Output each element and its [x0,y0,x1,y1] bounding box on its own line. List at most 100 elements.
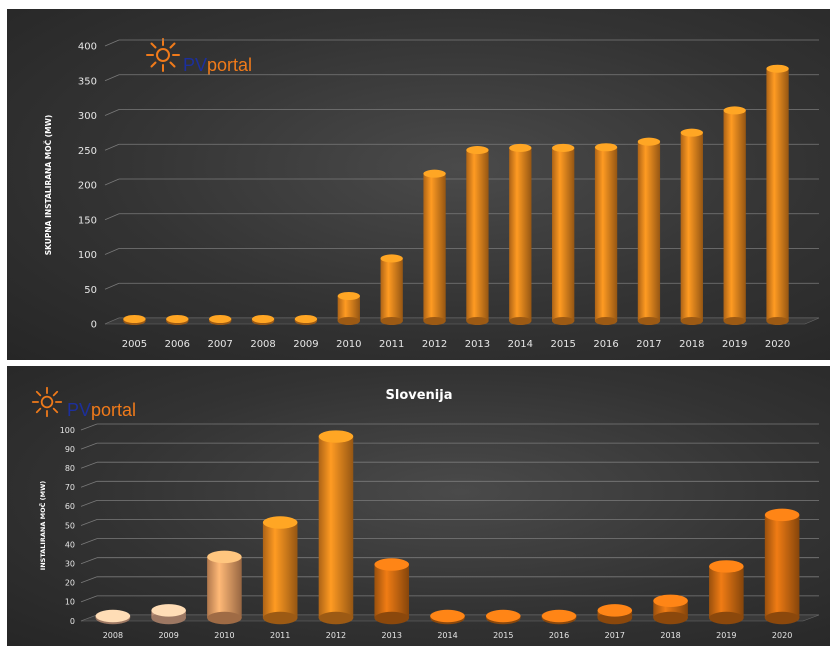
bar [294,314,318,326]
bar [723,106,746,326]
x-tick-label: 2014 [437,631,457,640]
bar [251,314,275,326]
gridline-depth [104,74,120,82]
gridline-depth [104,213,120,221]
bar [552,143,575,326]
y-tick-label: 0 [70,617,75,626]
gridline-depth [104,178,120,186]
gridline-depth [80,442,98,450]
x-tick-label: 2019 [722,339,747,350]
bar [166,314,189,326]
y-tick-label: 100 [60,426,75,435]
y-tick-label: 30 [65,560,75,569]
y-tick-label: 400 [78,42,97,53]
bar [430,609,465,625]
y-tick-label: 300 [78,111,97,122]
x-tick-label: 2010 [214,631,234,640]
x-tick-label: 2005 [122,339,147,350]
logo-portal-text: portal [207,55,253,75]
gridline-depth [104,39,120,47]
y-tick-label: 0 [91,320,97,331]
x-tick-label: 2015 [493,631,513,640]
y-tick-label: 50 [84,285,97,296]
sun-icon [31,386,63,417]
gridline-depth [80,595,98,603]
x-tick-label: 2012 [422,339,447,350]
x-tick-label: 2006 [165,339,190,350]
x-tick-label: 2009 [293,339,318,350]
bar [509,143,532,326]
bar [151,604,186,625]
bar [709,560,744,625]
gridline-depth [80,480,98,488]
bar [423,169,446,326]
bar [318,430,354,625]
y-axis-label: INSTALIRANA MOČ (MW) [38,481,47,570]
bar [337,291,360,326]
x-tick-label: 2013 [465,339,490,350]
logo-portal-text: portal [91,400,137,420]
y-tick-label: 20 [65,579,75,588]
gridline-depth [104,248,120,255]
y-tick-label: 10 [65,598,75,607]
bar [207,550,242,625]
gridline-depth [104,143,120,151]
x-tick-label: 2019 [716,631,736,640]
bar [485,609,521,625]
bar [597,604,633,625]
logo-pv-text: PV [183,55,208,75]
bar [637,137,661,326]
gridline-depth [80,557,98,565]
gridline-depth [80,500,98,507]
chart-title: Slovenija [386,388,453,403]
bar [653,594,688,625]
gridline-depth [104,282,120,290]
bar [594,143,618,326]
y-tick-label: 150 [78,215,97,226]
x-tick-label: 2011 [379,339,404,350]
x-tick-label: 2020 [765,339,790,350]
x-tick-label: 2009 [158,631,178,640]
y-tick-label: 70 [65,483,75,492]
x-tick-label: 2011 [270,631,290,640]
y-tick-label: 250 [78,146,97,157]
gridline-depth [80,576,98,584]
gridline-depth [104,109,120,116]
pvportal-logo-2: PVportal [31,382,136,421]
x-tick-label: 2014 [508,339,533,350]
x-tick-label: 2015 [550,339,575,350]
bar [374,558,410,625]
bar [764,508,800,625]
x-tick-label: 2013 [382,631,402,640]
bar [95,609,131,625]
x-tick-label: 2018 [660,631,680,640]
gridline-depth [80,423,98,431]
bar [541,609,577,625]
x-tick-label: 2020 [772,631,792,640]
y-tick-label: 200 [78,181,97,192]
y-axis-label: SKUPNA INSTALIRANA MOČ (MW) [44,115,53,256]
y-tick-label: 50 [65,521,75,530]
annual-bar-chart: Slovenija 0 10 20 30 40 50 60 70 80 90 100 INSTALIRA… [38,388,820,640]
cumulative-bar-chart: 0 50 100 150 200 250 300 350 400 SKUPNA INSTALIRA… [44,39,820,350]
annual-chart-panel: PVportal Slovenija 0 10 20 30 40 50 60 70 80 90 100… [7,366,830,646]
x-tick-label: 2017 [605,631,625,640]
gridline-depth [80,519,98,526]
sun-icon [146,37,180,72]
x-tick-label: 2018 [679,339,704,350]
x-tick-label: 2017 [636,339,661,350]
y-tick-label: 40 [65,540,75,549]
x-tick-label: 2016 [549,631,569,640]
x-tick-label: 2010 [336,339,361,350]
x-tick-label: 2016 [593,339,618,350]
pvportal-logo: PVportal [145,33,252,76]
bar [680,128,703,326]
gridline-depth [80,461,98,469]
bar [766,64,789,326]
logo-pv-text: PV [67,400,92,420]
gridline-depth [80,538,98,545]
bar [262,516,298,625]
bar [380,254,403,326]
y-tick-label: 80 [65,464,75,473]
cumulative-chart-panel: PVportal 0 50 100 150 200 250 300 350 400 SKUPNA … [7,9,830,360]
